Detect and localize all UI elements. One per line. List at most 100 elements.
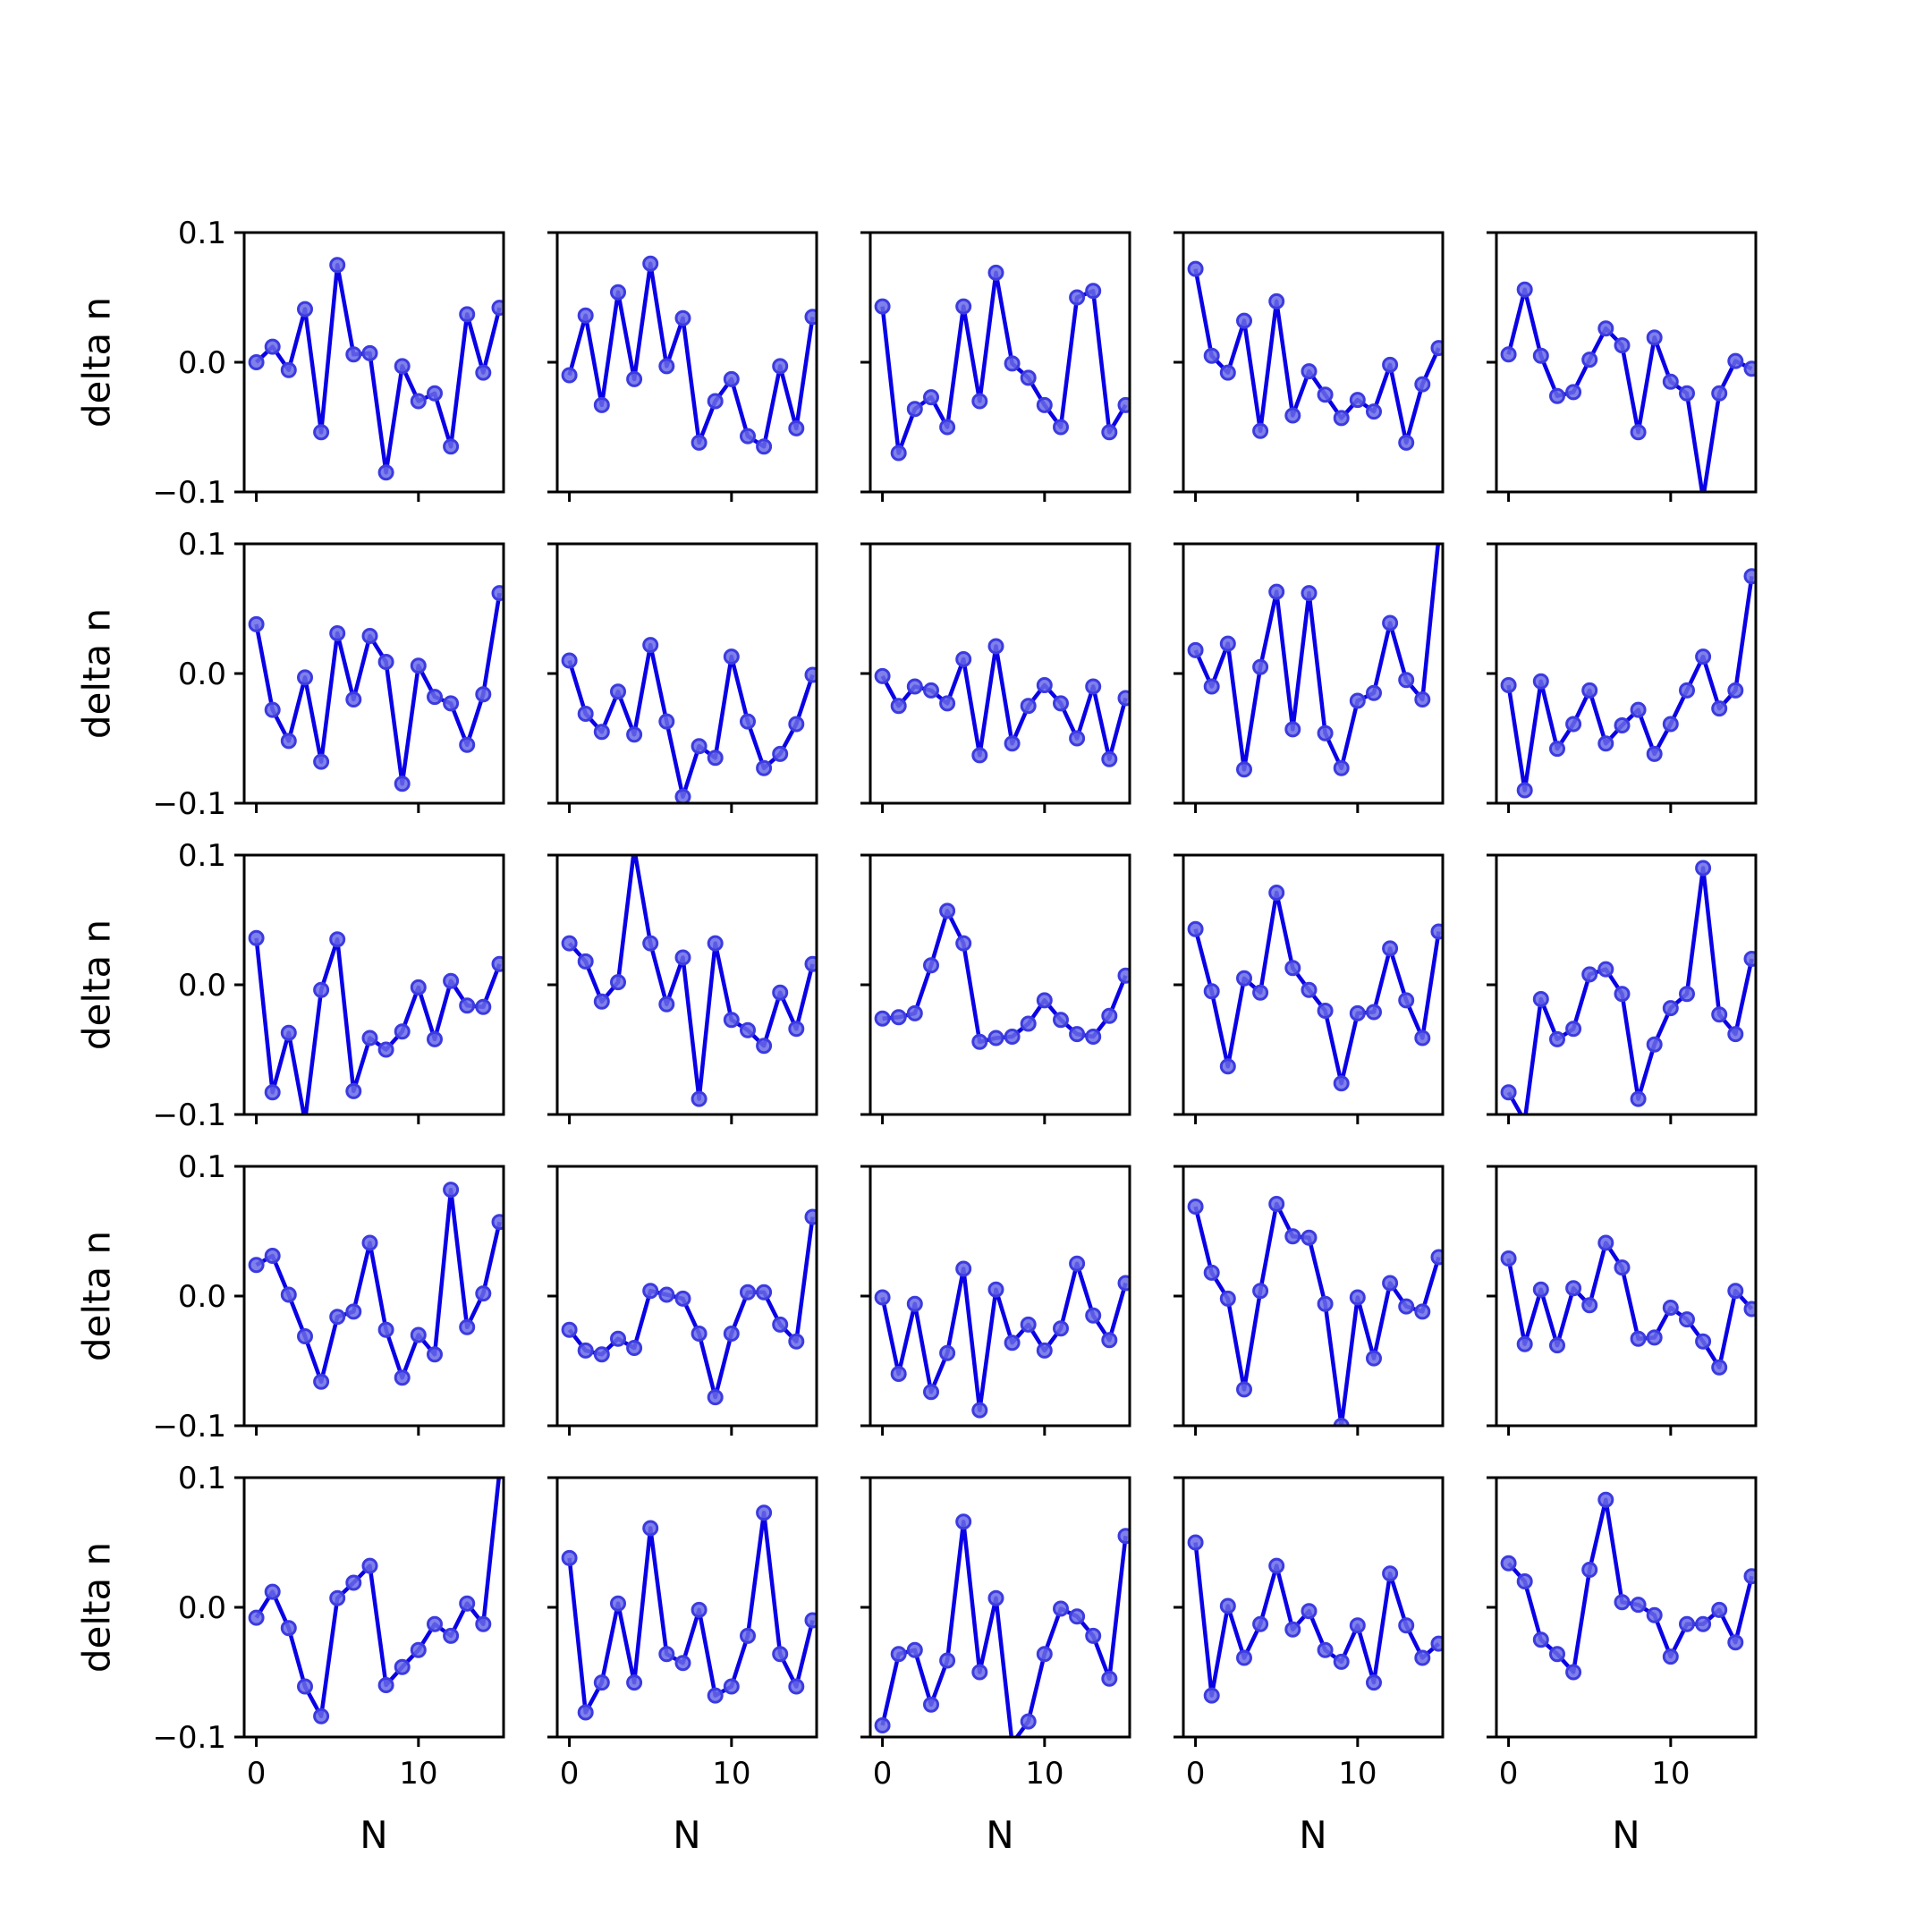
data-point xyxy=(1711,385,1728,402)
data-point xyxy=(723,1012,740,1029)
data-point xyxy=(1662,1300,1679,1316)
data-point xyxy=(1398,1617,1415,1634)
panel-r1-c5 xyxy=(1487,231,1758,502)
panel-r4-c4 xyxy=(1174,1165,1445,1436)
data-point xyxy=(561,652,578,669)
data-point xyxy=(1430,340,1443,357)
data-point xyxy=(906,1004,923,1021)
data-point xyxy=(1581,682,1598,699)
data-point xyxy=(1581,1297,1598,1314)
panel-r5-c4: 0 10 N xyxy=(1174,1476,1445,1857)
data-point xyxy=(1614,1594,1631,1611)
data-point xyxy=(1711,1006,1728,1023)
data-point xyxy=(1695,1333,1712,1350)
data-point xyxy=(1727,1026,1744,1043)
data-point xyxy=(723,648,740,665)
data-point xyxy=(1382,940,1399,957)
data-point xyxy=(1236,1381,1252,1398)
data-point xyxy=(1284,721,1301,738)
data-point xyxy=(1268,885,1285,901)
data-point xyxy=(1727,1283,1744,1300)
data-point xyxy=(1219,1597,1236,1614)
panel-data xyxy=(874,1513,1130,1737)
data-point xyxy=(642,935,659,952)
data-point xyxy=(674,1290,691,1307)
data-point xyxy=(1414,1649,1431,1666)
data-point xyxy=(1549,387,1565,404)
series-line xyxy=(1193,544,1441,772)
data-point xyxy=(1597,735,1614,752)
data-point xyxy=(443,695,460,712)
data-point xyxy=(1252,984,1269,1001)
data-point xyxy=(1349,1004,1366,1021)
data-point xyxy=(1349,1617,1366,1634)
data-point xyxy=(264,1583,281,1600)
data-point xyxy=(297,1328,313,1344)
data-point xyxy=(1004,355,1021,372)
panel-r2-c4 xyxy=(1174,542,1445,813)
data-point xyxy=(1219,1290,1236,1307)
panel-frame xyxy=(555,542,818,805)
panel-r2-c1: 0.1 0.0 −0.1 delta n xyxy=(75,527,505,822)
data-point xyxy=(658,1646,675,1663)
panel-data xyxy=(1500,1234,1756,1376)
data-point xyxy=(297,1678,313,1695)
data-point xyxy=(427,689,443,706)
data-point xyxy=(1430,923,1443,940)
data-point xyxy=(1698,490,1708,492)
panel-frame xyxy=(242,542,505,805)
data-point xyxy=(593,724,610,741)
data-point xyxy=(1581,1562,1598,1578)
data-point xyxy=(691,1090,708,1107)
x-tick-label: 10 xyxy=(399,1756,437,1792)
data-point xyxy=(313,1373,330,1390)
data-point xyxy=(1053,419,1069,436)
data-point xyxy=(642,637,659,654)
data-point xyxy=(561,1321,578,1338)
data-point xyxy=(1203,1264,1220,1281)
data-point xyxy=(890,698,907,715)
data-point xyxy=(906,401,923,418)
data-point xyxy=(939,1344,956,1361)
series-line xyxy=(567,1216,815,1400)
data-point xyxy=(1532,991,1549,1007)
data-point xyxy=(410,1641,427,1658)
data-point xyxy=(345,346,362,363)
data-point xyxy=(1630,1597,1647,1614)
data-point xyxy=(1020,698,1037,715)
panel-data xyxy=(248,1182,504,1390)
panel-r1-c1: 0.1 0.0 −0.1 delta n xyxy=(75,216,505,511)
data-point xyxy=(593,1346,610,1363)
data-point xyxy=(248,615,265,632)
data-point xyxy=(1630,701,1647,718)
data-point xyxy=(1646,1606,1663,1623)
data-point xyxy=(1398,434,1415,451)
data-point xyxy=(1565,384,1582,401)
data-point xyxy=(1597,1491,1614,1508)
data-point xyxy=(459,1595,476,1612)
data-point xyxy=(955,1260,972,1277)
data-point xyxy=(361,344,378,361)
data-point xyxy=(1532,673,1549,690)
data-point xyxy=(1382,1565,1399,1582)
data-point xyxy=(772,984,789,1001)
data-point xyxy=(248,354,265,370)
x-tick-label: 0 xyxy=(1499,1756,1519,1792)
data-point xyxy=(280,1286,297,1303)
x-axis-label: N xyxy=(986,1813,1013,1857)
data-point xyxy=(1085,1307,1102,1324)
data-point xyxy=(939,902,956,919)
data-point xyxy=(707,750,724,767)
data-point xyxy=(1284,407,1301,424)
data-point xyxy=(394,358,411,375)
data-point xyxy=(1020,1316,1037,1333)
data-point xyxy=(1187,1199,1204,1215)
data-point xyxy=(1414,1030,1431,1046)
data-point xyxy=(1500,346,1517,363)
data-point xyxy=(1333,410,1350,427)
data-point xyxy=(1366,1350,1382,1367)
data-point xyxy=(1532,1631,1549,1648)
data-point xyxy=(1398,672,1415,689)
x-axis-label: N xyxy=(360,1813,387,1857)
